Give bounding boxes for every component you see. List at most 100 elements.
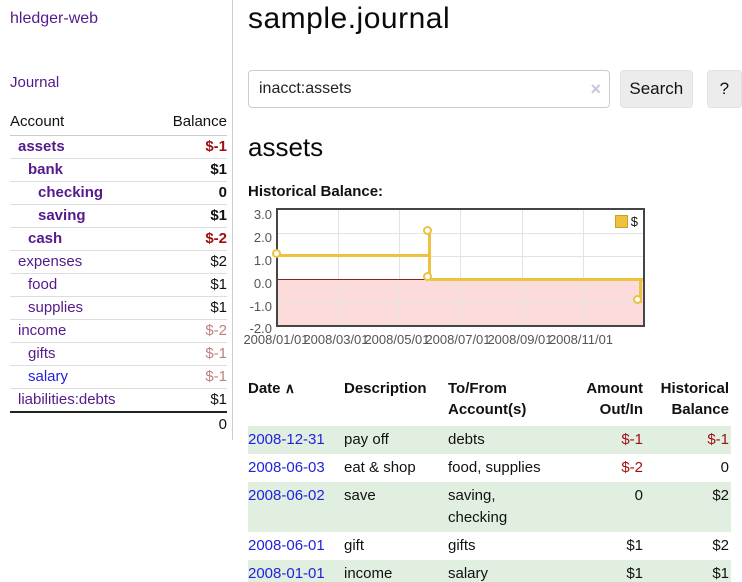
main-content: sample.journal × Search ? assets Histori… bbox=[243, 0, 742, 582]
legend-label: $ bbox=[630, 214, 638, 229]
search-input[interactable] bbox=[248, 70, 610, 108]
account-balance: $1 bbox=[153, 158, 227, 182]
transaction-accounts: gifts bbox=[448, 537, 476, 554]
x-tick: 2008/03/01 bbox=[303, 332, 369, 347]
x-tick: 2008/09/01 bbox=[487, 332, 553, 347]
account-link-saving[interactable]: saving bbox=[38, 207, 86, 224]
account-row: gifts $-1 bbox=[10, 342, 227, 366]
data-point bbox=[633, 295, 642, 304]
transaction-row: 2008-01-01 income salary $1 $1 bbox=[248, 560, 731, 582]
accounts-table: Account Balance assets $-1 bank $1 check… bbox=[10, 110, 227, 436]
brand-link[interactable]: hledger-web bbox=[10, 10, 99, 27]
account-row: assets $-1 bbox=[10, 135, 227, 159]
help-button[interactable]: ? bbox=[706, 70, 742, 108]
account-link-bank[interactable]: bank bbox=[28, 161, 64, 178]
column-header-date[interactable]: Date ∧ bbox=[248, 380, 295, 397]
account-balance: $-1 bbox=[153, 342, 227, 366]
account-balance: $1 bbox=[153, 273, 227, 297]
transaction-historical: $2 bbox=[645, 482, 731, 532]
sidebar: hledger-web Journal Account Balance asse… bbox=[0, 0, 233, 440]
search-button[interactable]: Search bbox=[620, 70, 693, 108]
column-header-historical: Historical Balance bbox=[660, 380, 729, 418]
x-tick: 2008/07/01 bbox=[425, 332, 491, 347]
account-balance: $-1 bbox=[153, 365, 227, 389]
account-link-expenses[interactable]: expenses bbox=[18, 253, 83, 270]
transaction-row: 2008-06-02 save saving, checking 0 $2 bbox=[248, 482, 731, 532]
y-tick: 3.0 bbox=[253, 207, 272, 222]
column-header-amount: Amount Out/In bbox=[586, 380, 643, 418]
data-point bbox=[272, 249, 281, 258]
sidebar-item-journal[interactable]: Journal bbox=[10, 74, 60, 91]
series-line bbox=[278, 254, 431, 257]
y-tick: -2.0 bbox=[249, 321, 272, 336]
account-link-checking[interactable]: checking bbox=[38, 184, 104, 201]
page-title: sample.journal bbox=[248, 2, 451, 35]
historical-balance-chart: 3.0 2.0 1.0 0.0 -1.0 -2.0 bbox=[243, 207, 742, 360]
legend-swatch bbox=[614, 215, 628, 228]
transaction-historical: $2 bbox=[712, 537, 729, 554]
transaction-amount: 0 bbox=[560, 482, 645, 532]
column-header-accounts: To/From Account(s) bbox=[448, 380, 527, 418]
account-row: food $1 bbox=[10, 273, 227, 297]
account-row: liabilities:debts $1 bbox=[10, 388, 227, 413]
account-heading: assets bbox=[248, 132, 324, 162]
transaction-description: income bbox=[344, 560, 448, 582]
transaction-accounts: saving, checking bbox=[448, 482, 560, 532]
transaction-amount: $-2 bbox=[621, 459, 643, 476]
account-link-salary[interactable]: salary bbox=[28, 368, 69, 385]
transaction-amount: $-1 bbox=[560, 426, 645, 454]
transaction-amount: $1 bbox=[626, 537, 643, 554]
account-row: supplies $1 bbox=[10, 296, 227, 320]
account-link-supplies[interactable]: supplies bbox=[28, 299, 84, 316]
account-link-food[interactable]: food bbox=[28, 276, 58, 293]
account-row: saving $1 bbox=[10, 204, 227, 228]
y-tick: 1.0 bbox=[253, 253, 272, 268]
transaction-historical: 0 bbox=[720, 459, 729, 476]
column-header-description: Description bbox=[344, 380, 427, 397]
plot-area: $ bbox=[272, 208, 645, 327]
accounts-header-balance: Balance bbox=[153, 110, 227, 136]
account-link-assets[interactable]: assets bbox=[18, 138, 65, 155]
transaction-date-link[interactable]: 2008-01-01 bbox=[248, 565, 325, 582]
transaction-date-link[interactable]: 2008-06-02 bbox=[248, 487, 325, 504]
transaction-amount: $1 bbox=[560, 560, 645, 582]
search-form: × Search ? bbox=[248, 70, 742, 108]
account-balance: $2 bbox=[153, 250, 227, 274]
account-balance: $1 bbox=[153, 296, 227, 320]
accounts-total-value: 0 bbox=[153, 411, 227, 436]
transaction-date-link[interactable]: 2008-12-31 bbox=[248, 431, 325, 448]
account-row: income $-2 bbox=[10, 319, 227, 343]
account-balance: $1 bbox=[153, 388, 227, 413]
transaction-row: 2008-06-01 gift gifts $1 $2 bbox=[248, 532, 731, 560]
account-row: cash $-2 bbox=[10, 227, 227, 251]
account-link-liabilities-debts[interactable]: liabilities:debts bbox=[18, 391, 116, 408]
transaction-date-link[interactable]: 2008-06-01 bbox=[248, 537, 325, 554]
series-line bbox=[639, 279, 642, 303]
account-link-cash[interactable]: cash bbox=[28, 230, 63, 247]
accounts-total-row: 0 bbox=[10, 411, 227, 436]
transaction-accounts: salary bbox=[448, 560, 560, 582]
y-tick: 0.0 bbox=[253, 276, 272, 291]
transaction-accounts: debts bbox=[448, 426, 560, 454]
account-row: expenses $2 bbox=[10, 250, 227, 274]
account-balance: $-1 bbox=[153, 135, 227, 159]
clear-search-icon[interactable]: × bbox=[590, 79, 601, 99]
account-link-gifts[interactable]: gifts bbox=[28, 345, 56, 362]
register-table: Date ∧ Description To/From Account(s) Am… bbox=[248, 376, 731, 582]
account-balance: $-2 bbox=[153, 319, 227, 343]
data-point bbox=[423, 226, 432, 235]
transaction-description: gift bbox=[344, 537, 365, 554]
x-tick: 2008/05/01 bbox=[364, 332, 430, 347]
account-balance: $-2 bbox=[153, 227, 227, 251]
x-tick: 2008/11/01 bbox=[548, 332, 614, 347]
transaction-date-link[interactable]: 2008-06-03 bbox=[248, 459, 325, 476]
x-tick: 2008/01/01 bbox=[243, 332, 309, 347]
transaction-historical: $1 bbox=[645, 560, 731, 582]
accounts-header-account: Account bbox=[10, 110, 154, 136]
sort-asc-icon: ∧ bbox=[284, 380, 295, 396]
y-tick: -1.0 bbox=[249, 299, 272, 314]
transaction-row: 2008-06-03 eat & shop food, supplies $-2… bbox=[248, 454, 731, 482]
transaction-accounts: food, supplies bbox=[448, 459, 541, 476]
account-link-income[interactable]: income bbox=[18, 322, 67, 339]
